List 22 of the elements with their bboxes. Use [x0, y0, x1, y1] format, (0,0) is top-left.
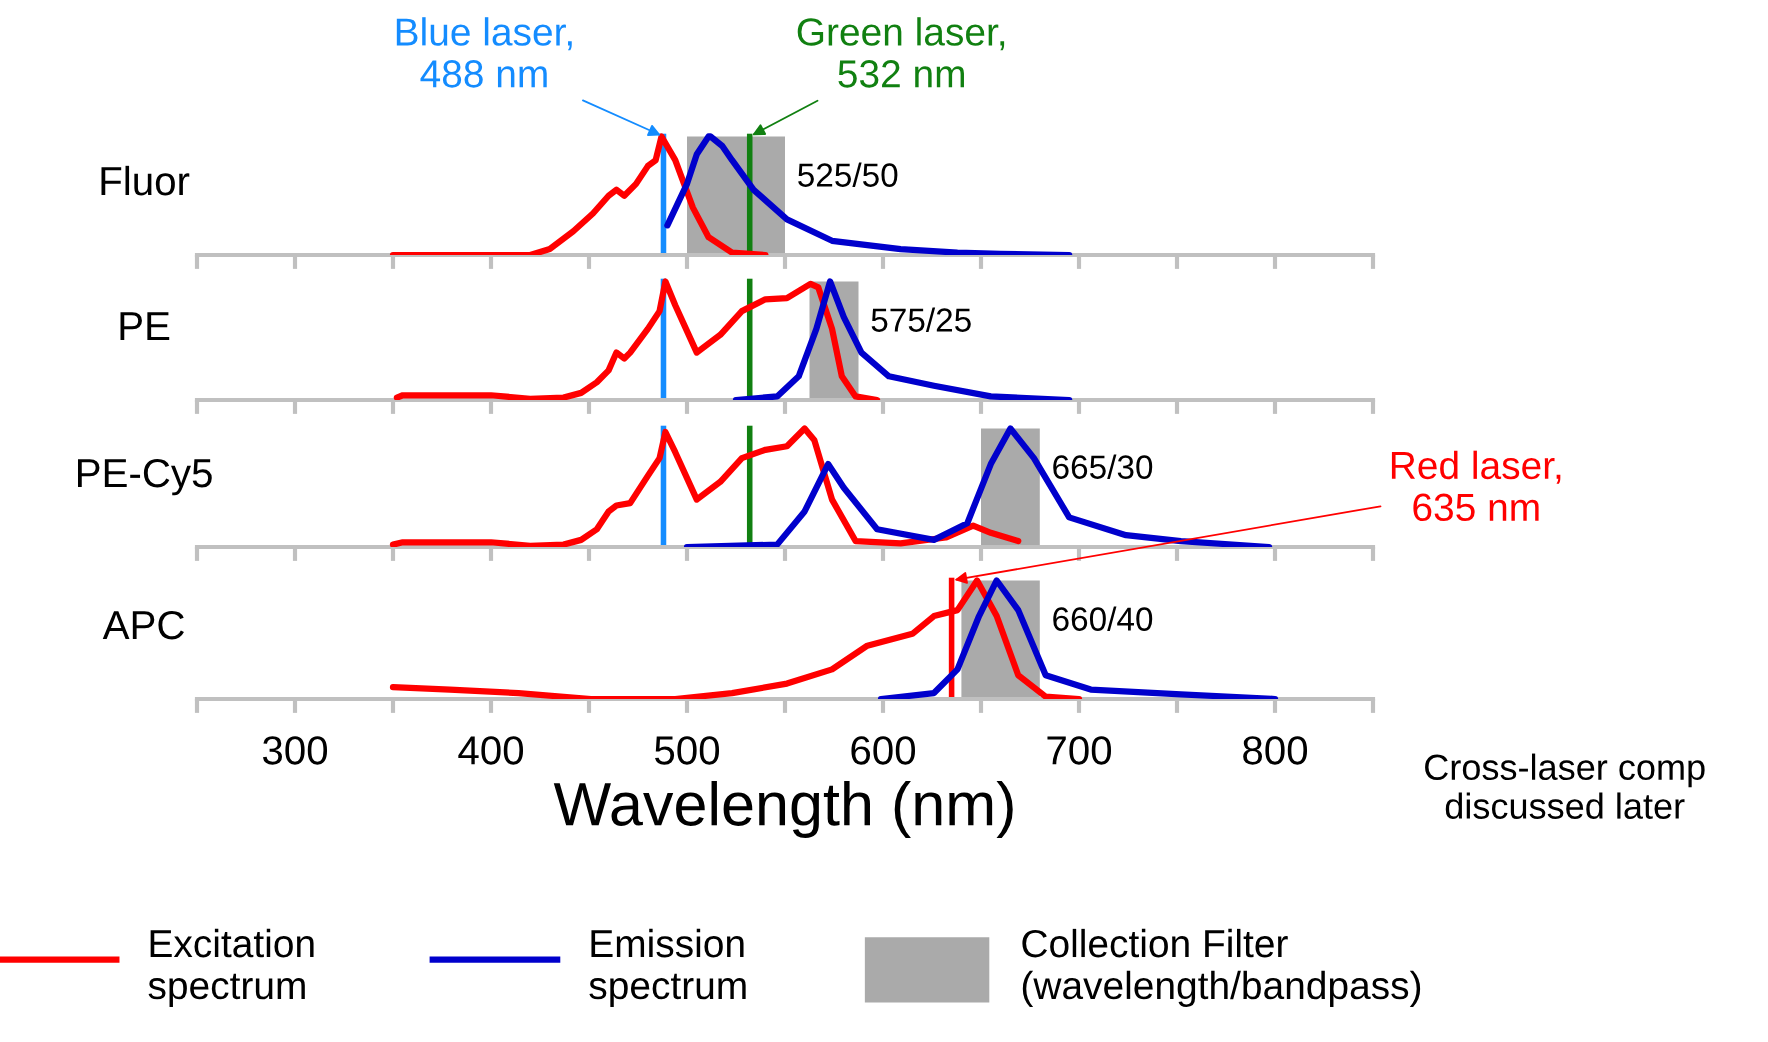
- text: PE-Cy5: [78, 458, 212, 496]
- x-axis-title: Wavelength (nm): [553, 780, 1013, 838]
- x-tick-label: 700: [1047, 736, 1112, 765]
- x-tick-label: 400: [458, 736, 524, 765]
- text: PE: [120, 312, 170, 341]
- band-label: 525/50: [798, 162, 898, 187]
- x-tick-label: 300: [262, 736, 328, 765]
- ref-line-label: Blue laser, 488 nm: [396, 17, 572, 88]
- text: Collection Filter (wavelength/bandpass): [1022, 928, 1421, 1007]
- band-label: 575/25: [871, 307, 971, 332]
- ref-line-label: Green laser, 532 nm: [797, 17, 1005, 88]
- ref-line-label: Red laser, 635 nm: [1391, 450, 1561, 522]
- text: Fluor: [101, 165, 190, 196]
- band-label: 660/40: [1053, 606, 1153, 631]
- x-tick-label: 500: [655, 736, 720, 765]
- text: APC: [102, 610, 184, 640]
- x-tick-label: 600: [851, 736, 916, 765]
- text: Cross-laser comp discussed later: [1425, 753, 1705, 819]
- x-tick-label: 800: [1243, 736, 1308, 765]
- band-label: 665/30: [1053, 454, 1153, 479]
- legend-label: Excitation spectrum: [148, 928, 314, 1007]
- legend-label: Emission spectrum: [589, 928, 746, 1007]
